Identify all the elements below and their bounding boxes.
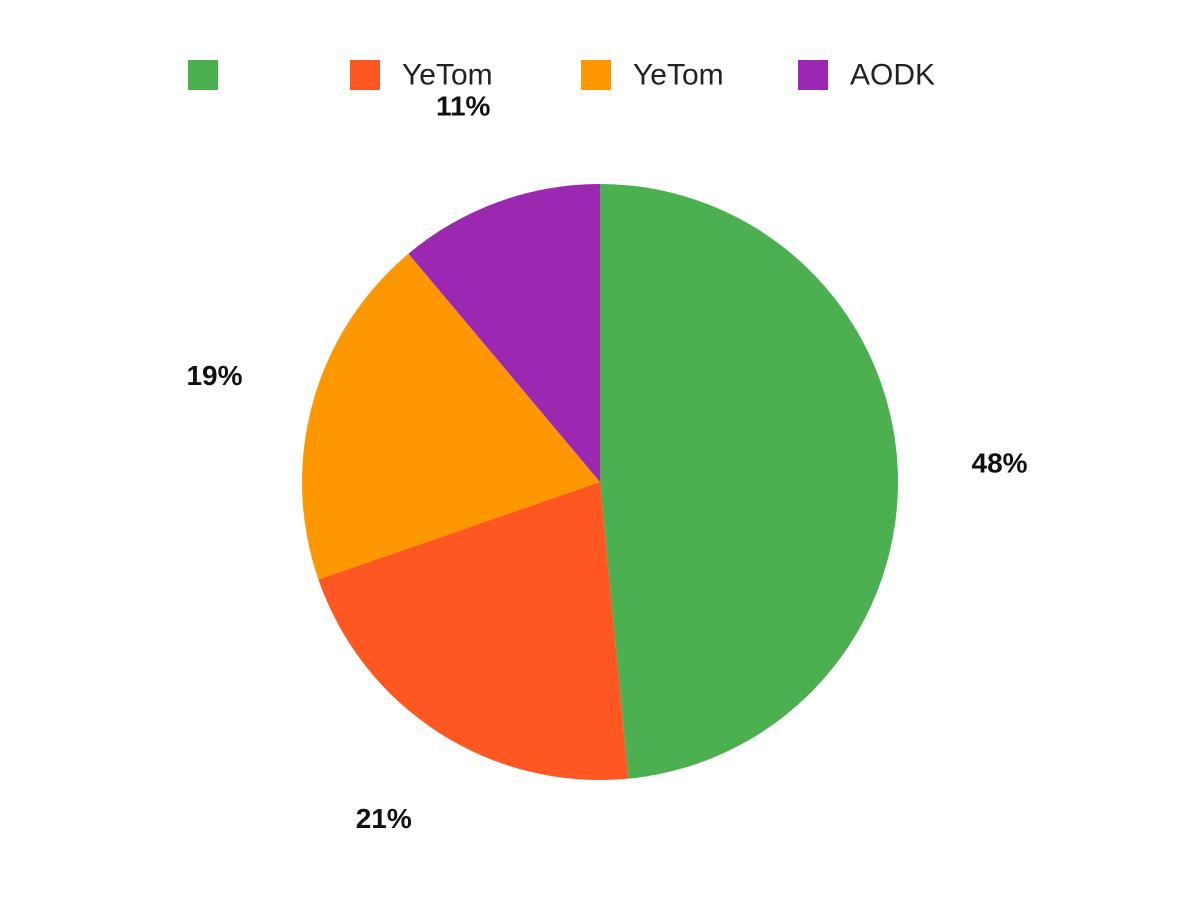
legend-swatch xyxy=(350,60,380,90)
slice-value-label: 48% xyxy=(972,447,1028,478)
legend: YeTom YeTom AODK xyxy=(188,59,935,92)
pie-slice-4 xyxy=(408,184,600,482)
pie-slice-3 xyxy=(302,253,600,580)
legend-item: AODK xyxy=(798,59,935,92)
slice-value-label: 11% xyxy=(436,91,491,122)
slice-labels: 48% 21% 19% 11% xyxy=(186,91,1027,834)
legend-item: YeTom xyxy=(350,59,493,92)
legend-swatch xyxy=(581,60,611,90)
pie-slice-2 xyxy=(318,482,629,780)
legend-swatch xyxy=(188,60,218,90)
pie-slices xyxy=(302,184,899,780)
slice-value-label: 21% xyxy=(356,803,412,834)
legend-swatch xyxy=(798,60,828,90)
legend-item xyxy=(188,60,218,90)
legend-label: YeTom xyxy=(402,59,493,92)
legend-label: YeTom xyxy=(633,59,724,92)
pie-slice-1 xyxy=(600,184,899,779)
legend-item: YeTom xyxy=(581,59,724,92)
slice-value-label: 19% xyxy=(186,360,242,391)
legend-label: AODK xyxy=(850,59,935,92)
